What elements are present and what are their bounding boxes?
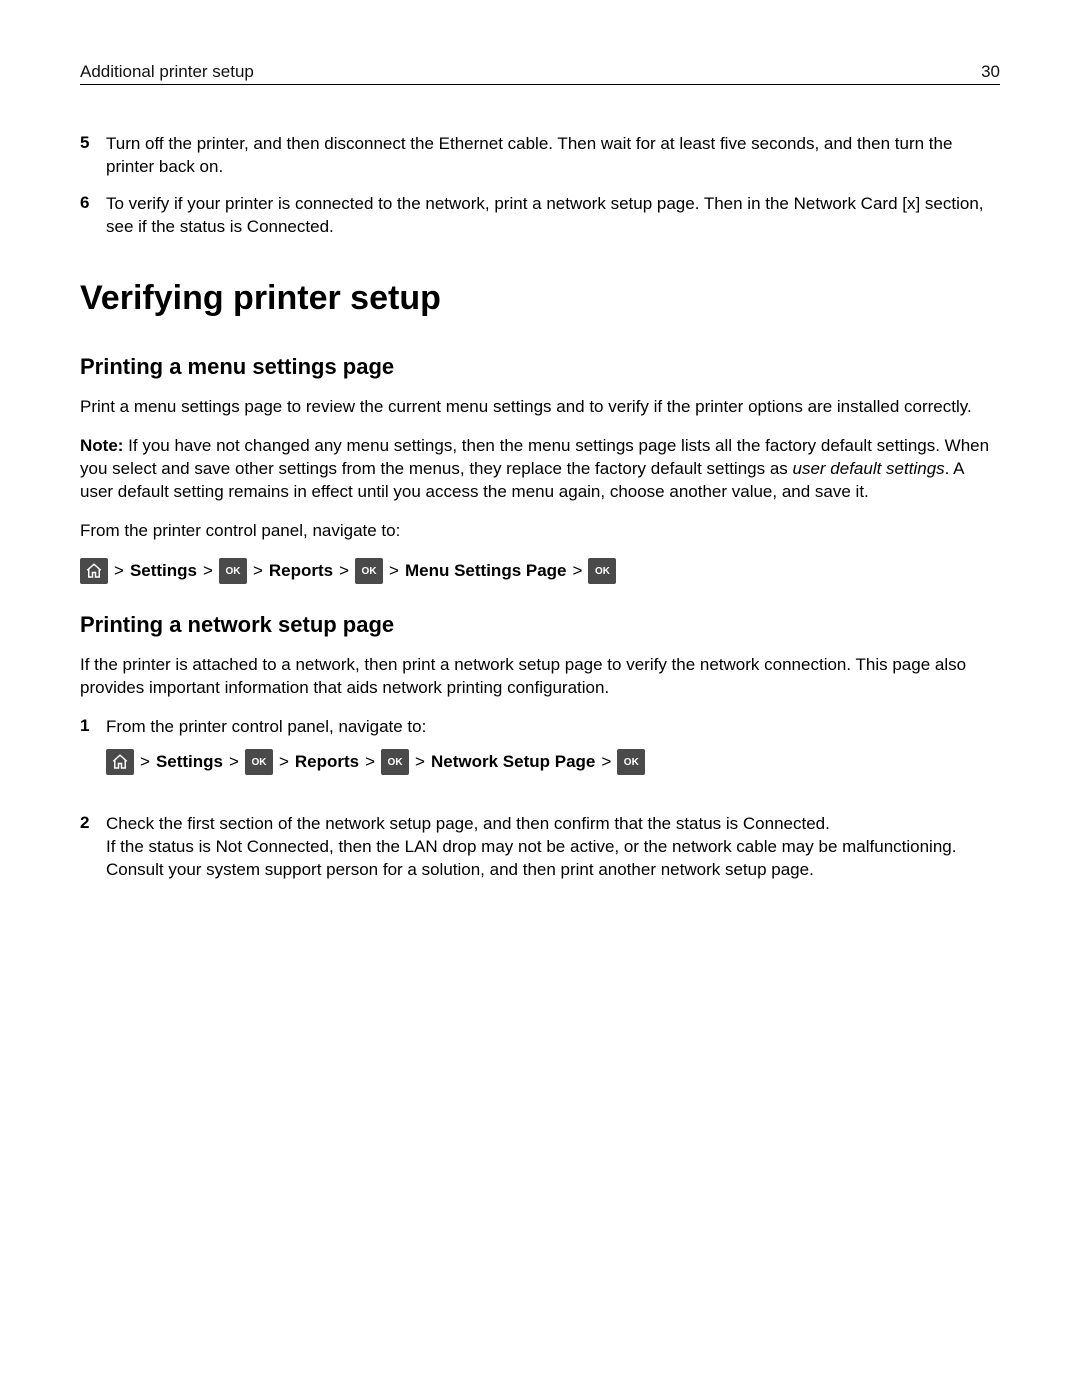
separator: > <box>253 561 263 581</box>
separator: > <box>365 751 375 774</box>
separator: > <box>339 561 349 581</box>
home-icon <box>80 558 108 584</box>
page-number: 30 <box>981 62 1000 82</box>
step-text: From the printer control panel, navigate… <box>106 716 1000 739</box>
ok-icon: OK <box>588 558 616 584</box>
subsection-heading: Printing a network setup page <box>80 612 1000 638</box>
step-item: 6 To verify if your printer is connected… <box>80 193 1000 239</box>
ok-icon: OK <box>617 749 645 775</box>
header-title: Additional printer setup <box>80 62 254 82</box>
step-item: 1 From the printer control panel, naviga… <box>80 716 1000 799</box>
step-text: Turn off the printer, and then disconnec… <box>106 133 1000 179</box>
step-number: 2 <box>80 813 106 898</box>
step-body: Check the first section of the network s… <box>106 813 1000 898</box>
separator: > <box>114 561 124 581</box>
step-number: 5 <box>80 133 106 179</box>
separator: > <box>389 561 399 581</box>
nav-item-network-setup-page: Network Setup Page <box>431 751 595 774</box>
note-paragraph: Note: If you have not changed any menu s… <box>80 435 1000 504</box>
navigation-path: > Settings > OK > Reports > OK > Network… <box>106 749 1000 775</box>
note-label: Note: <box>80 436 123 455</box>
note-italic: user default settings <box>793 459 945 478</box>
ok-icon: OK <box>219 558 247 584</box>
separator: > <box>140 751 150 774</box>
numbered-steps: 1 From the printer control panel, naviga… <box>80 716 1000 898</box>
ok-icon: OK <box>381 749 409 775</box>
separator: > <box>573 561 583 581</box>
step-item: 5 Turn off the printer, and then disconn… <box>80 133 1000 179</box>
nav-item-menu-settings-page: Menu Settings Page <box>405 561 567 581</box>
paragraph: Print a menu settings page to review the… <box>80 396 1000 419</box>
step-item: 2 Check the first section of the network… <box>80 813 1000 898</box>
navigation-path: > Settings > OK > Reports > OK > Menu Set… <box>80 558 1000 584</box>
step-number: 6 <box>80 193 106 239</box>
nav-item-reports: Reports <box>269 561 333 581</box>
page-header: Additional printer setup 30 <box>80 62 1000 85</box>
separator: > <box>203 561 213 581</box>
subsection-heading: Printing a menu settings page <box>80 354 1000 380</box>
ok-icon: OK <box>245 749 273 775</box>
lead-in: From the printer control panel, navigate… <box>80 520 1000 543</box>
separator: > <box>229 751 239 774</box>
nav-item-settings: Settings <box>130 561 197 581</box>
ok-icon: OK <box>355 558 383 584</box>
separator: > <box>415 751 425 774</box>
separator: > <box>279 751 289 774</box>
step-text: To verify if your printer is connected t… <box>106 193 1000 239</box>
page: Additional printer setup 30 5 Turn off t… <box>0 0 1080 992</box>
nav-item-reports: Reports <box>295 751 359 774</box>
nav-item-settings: Settings <box>156 751 223 774</box>
home-icon <box>106 749 134 775</box>
step-body: From the printer control panel, navigate… <box>106 716 1000 799</box>
separator: > <box>601 751 611 774</box>
paragraph: If the printer is attached to a network,… <box>80 654 1000 700</box>
step-number: 1 <box>80 716 106 799</box>
paragraph: If the status is Not Connected, then the… <box>106 836 1000 882</box>
section-heading: Verifying printer setup <box>80 279 1000 318</box>
top-steps-list: 5 Turn off the printer, and then disconn… <box>80 133 1000 239</box>
step-text: Check the first section of the network s… <box>106 813 1000 836</box>
